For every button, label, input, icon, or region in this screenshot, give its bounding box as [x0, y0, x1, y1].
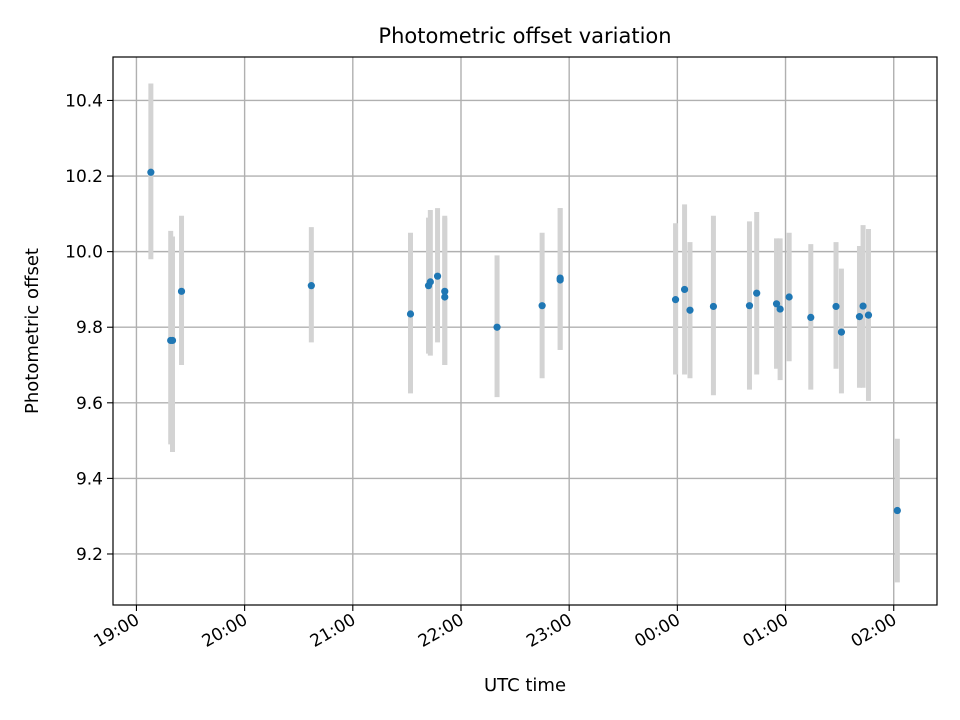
y-tick-label: 10.2	[65, 167, 103, 187]
x-tick-label: 02:00	[848, 610, 900, 652]
x-tick-label: 20:00	[199, 610, 251, 652]
data-point	[745, 302, 754, 310]
data-point	[807, 313, 815, 321]
plot-frame	[112, 56, 938, 606]
data-point	[686, 306, 694, 314]
data-point	[753, 289, 761, 297]
data-point	[864, 311, 873, 319]
data-point	[433, 272, 442, 280]
x-axis-label: UTC time	[484, 675, 566, 696]
data-point	[493, 323, 501, 331]
data-point	[556, 276, 564, 284]
x-tick-label: 00:00	[631, 610, 683, 652]
y-tick-label: 9.6	[76, 394, 103, 414]
data-point	[709, 302, 718, 311]
x-tick-label: 22:00	[415, 610, 467, 652]
data-point	[441, 287, 449, 295]
x-tick-label: 01:00	[740, 610, 792, 652]
data-point	[772, 300, 781, 308]
data-point	[406, 310, 415, 318]
chart-title: Photometric offset variation	[378, 24, 671, 48]
data-point	[832, 302, 840, 311]
data-point	[671, 296, 680, 304]
data-point	[859, 302, 867, 310]
data-point	[177, 287, 186, 295]
y-axis-label: Photometric offset	[22, 248, 43, 414]
data-point	[538, 302, 546, 310]
data-point	[893, 506, 901, 515]
y-axis: 9.2 9.4 9.6 9.8 10.0 10.2 10.4	[65, 91, 113, 565]
y-tick-label: 9.4	[76, 469, 103, 489]
data-point	[147, 168, 155, 176]
x-tick-label: 19:00	[91, 610, 143, 652]
data-point	[785, 293, 793, 301]
data-point	[776, 305, 784, 313]
y-tick-label: 10.4	[65, 91, 103, 111]
data-point	[855, 313, 864, 321]
x-tick-label: 21:00	[307, 610, 359, 652]
y-tick-label: 9.2	[76, 545, 103, 565]
x-axis: 19:00 20:00 21:00 22:00 23:00 00:00 01:00 02:00	[91, 605, 900, 652]
data-point	[307, 282, 315, 290]
data-point	[426, 278, 434, 286]
data-point	[441, 293, 449, 301]
data-points	[147, 168, 901, 515]
data-point	[168, 336, 177, 345]
data-point	[837, 328, 846, 336]
data-point	[680, 285, 689, 294]
y-tick-label: 10.0	[65, 243, 103, 263]
y-tick-label: 9.8	[76, 318, 103, 338]
x-tick-label: 23:00	[523, 610, 575, 652]
gridlines	[113, 57, 937, 605]
